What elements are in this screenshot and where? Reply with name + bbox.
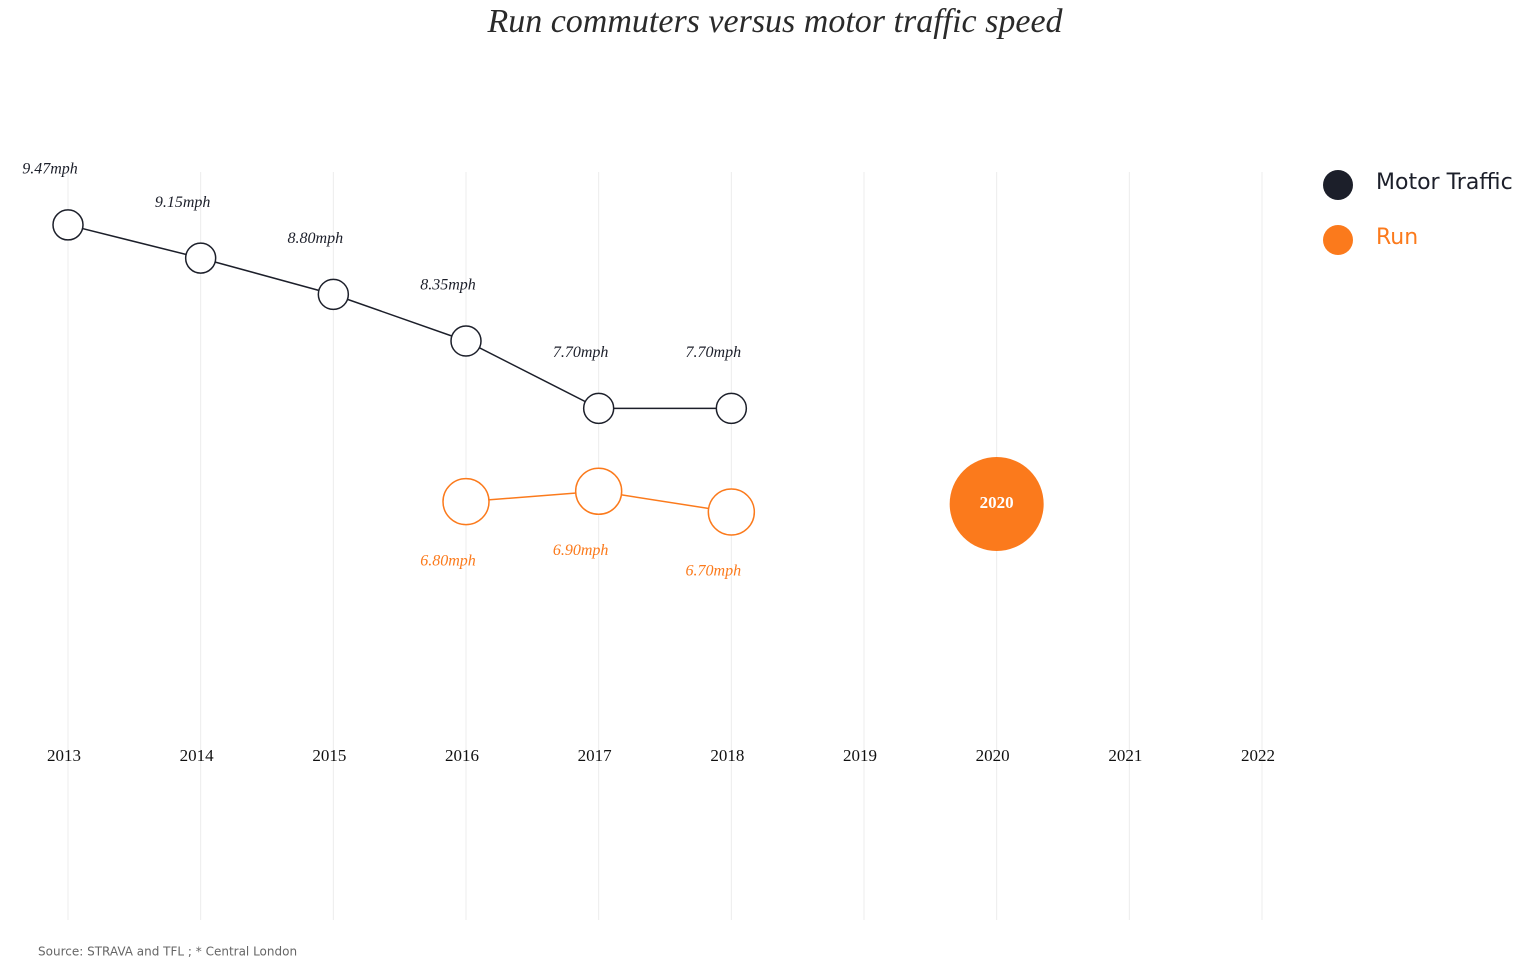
data-point xyxy=(442,477,490,526)
data-label: 8.35mph xyxy=(420,277,476,294)
legend-swatch xyxy=(1323,170,1353,200)
data-label: 6.90mph xyxy=(553,542,609,559)
data-point xyxy=(184,242,217,274)
x-tick-label: 2020 xyxy=(976,746,1010,765)
x-tick-label: 2013 xyxy=(47,746,81,765)
highlight-circle xyxy=(949,457,1044,551)
data-point xyxy=(582,392,615,425)
data-label: 9.15mph xyxy=(155,194,211,211)
x-tick-label: 2016 xyxy=(445,746,479,765)
data-point xyxy=(715,392,748,425)
x-tick-label: 2017 xyxy=(578,746,613,765)
data-point xyxy=(450,325,482,357)
data-label: 7.70mph xyxy=(553,344,609,361)
x-tick-label: 2014 xyxy=(180,746,215,765)
x-tick-label: 2018 xyxy=(710,746,744,765)
data-label: 8.80mph xyxy=(288,230,344,247)
chart-title: Run commuters versus motor traffic speed xyxy=(486,3,1063,40)
x-tick-label: 2021 xyxy=(1108,746,1142,765)
data-point xyxy=(52,209,84,241)
x-tick-label: 2019 xyxy=(843,746,877,765)
source-note: Source: STRAVA and TFL ; * Central Londo… xyxy=(38,945,297,959)
data-label: 6.80mph xyxy=(420,552,476,569)
legend-swatch xyxy=(1323,225,1353,255)
legend-label: Run xyxy=(1376,225,1418,250)
data-point xyxy=(707,488,756,536)
data-point xyxy=(574,467,623,516)
data-label: 6.70mph xyxy=(686,563,742,580)
data-point xyxy=(317,278,350,311)
data-label: 9.47mph xyxy=(22,161,78,178)
data-label: 7.70mph xyxy=(686,344,742,361)
annotation: 2020 xyxy=(980,493,1014,512)
series-line xyxy=(67,224,732,410)
legend-label: Motor Traffic xyxy=(1376,170,1513,195)
x-tick-label: 2015 xyxy=(312,746,346,765)
x-tick-label: 2022 xyxy=(1241,746,1275,765)
